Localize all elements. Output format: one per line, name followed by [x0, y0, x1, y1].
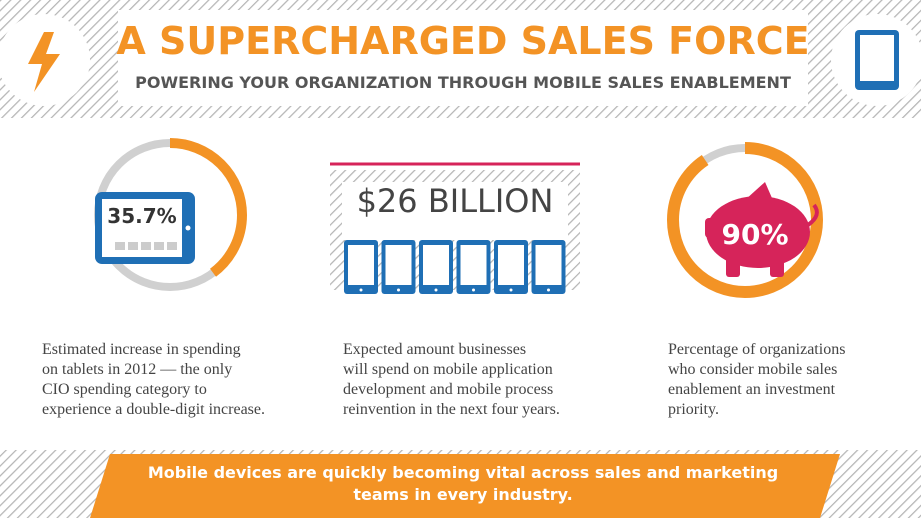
tablet-button: [185, 225, 191, 231]
title: A SUPERCHARGED SALES FORCE: [116, 19, 809, 63]
stat-description: experience a double-digit increase.: [42, 401, 265, 418]
stat-description: development and mobile process: [343, 381, 553, 398]
tablet-screen: [423, 245, 449, 285]
ring-arc: [93, 138, 247, 292]
tablet-button: [397, 288, 400, 292]
footer-text: Mobile devices are quickly becoming vita…: [148, 463, 778, 482]
tablet-screen: [860, 35, 894, 81]
subtitle: POWERING YOUR ORGANIZATION THROUGH MOBIL…: [135, 73, 791, 92]
stat-description: Percentage of organizations: [668, 341, 845, 358]
tablet-button: [509, 288, 513, 292]
stat-description: reinvention in the next four years.: [343, 401, 560, 418]
tablet-screen: [348, 245, 374, 285]
tablet-screen: [535, 245, 562, 285]
stat-figure: 90%: [721, 218, 788, 251]
stat-description: CIO spending category to: [42, 381, 207, 398]
piggy-bank: [705, 182, 819, 277]
stat-description: priority.: [668, 401, 719, 418]
tablet-screen: [460, 245, 487, 285]
stat-description: will spend on mobile application: [343, 361, 553, 378]
tablet-button: [547, 288, 550, 292]
tablet-button: [434, 288, 438, 292]
stat-description: Estimated increase in spending: [42, 341, 241, 358]
stat-figure: 35.7%: [107, 204, 176, 228]
stat-description: on tablets in 2012 — the only: [42, 361, 232, 378]
stat-figure: $26 BILLION: [357, 182, 554, 220]
tablet-button: [359, 288, 363, 292]
tablet-button: [472, 288, 475, 292]
stat-description: Expected amount businesses: [343, 341, 526, 358]
figure-box: [342, 182, 568, 240]
stat-description: who consider mobile sales: [668, 361, 837, 378]
lightning-icon: [28, 32, 60, 92]
footer-text: teams in every industry.: [353, 485, 572, 504]
tablet-screen: [498, 245, 524, 285]
footer-banner: [90, 454, 840, 518]
progress-dots: [115, 242, 177, 250]
tablet-row: [344, 240, 566, 294]
tablet-screen: [385, 245, 412, 285]
title-box: [118, 10, 808, 106]
stat-description: enablement an investment: [668, 381, 836, 398]
ring-arc: [667, 142, 823, 298]
